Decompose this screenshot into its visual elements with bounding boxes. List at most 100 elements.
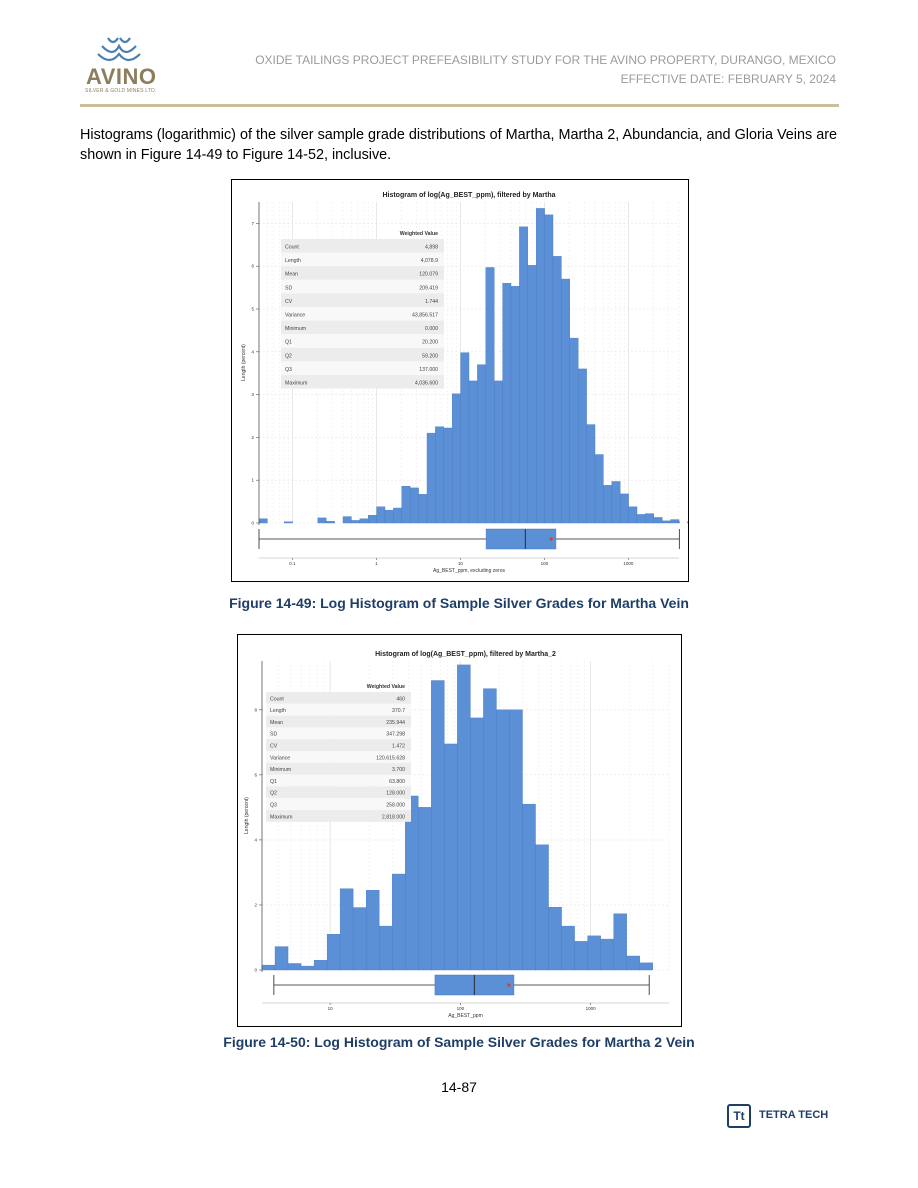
histogram-bar (342, 516, 352, 524)
histogram-bar (468, 380, 478, 524)
histogram-bar (365, 890, 380, 971)
histogram-bar (339, 888, 354, 971)
stats-table-label: Length (285, 258, 301, 264)
histogram-bar (544, 214, 554, 524)
histogram-bar (287, 963, 302, 971)
histogram-bar (261, 964, 276, 971)
page-number: 14-87 (441, 1079, 477, 1095)
martha2-histogram-chart: Histogram of log(Ag_BEST_ppm), filtered … (244, 651, 670, 1019)
stats-table-header: Weighted Value (367, 684, 405, 690)
figure-martha-caption: Figure 14-49: Log Histogram of Sample Si… (229, 595, 689, 611)
histogram-bar (384, 509, 394, 524)
stats-table: Weighted Value Count 4,898 Length 4,078.9 Mea… (281, 231, 444, 389)
y-tick-label: 2 (251, 435, 254, 440)
stats-table-row (266, 810, 411, 822)
histogram-bar (435, 426, 444, 524)
y-axis-label: Length (percent) (244, 797, 250, 834)
stats-table-label: Variance (285, 313, 305, 319)
y-tick-label: 0 (254, 968, 257, 973)
stats-table-label: Q3 (285, 367, 292, 373)
stats-table-value: 128.000 (386, 791, 405, 797)
histogram-bar (670, 519, 680, 524)
y-tick-label: 6 (251, 264, 254, 269)
stats-table-value: 120,615.628 (376, 755, 405, 761)
histogram-bar (274, 946, 289, 971)
histogram-bar (405, 795, 419, 971)
stats-table-label: Minimum (270, 767, 291, 773)
stats-table-label: CV (270, 743, 278, 749)
stats-table-value: 0.000 (425, 326, 438, 332)
stats-table-row (266, 786, 411, 799)
stats-table-label: Variance (270, 755, 290, 761)
boxplot-box (485, 528, 557, 550)
histogram-bar (594, 454, 604, 524)
stats-table-value: 235.944 (386, 720, 405, 726)
stats-table-label: Q1 (285, 340, 292, 346)
x-tick-label: 10 (328, 1006, 334, 1011)
histogram-bar (418, 494, 428, 524)
stats-table-label: Length (270, 708, 286, 714)
histogram-bar (587, 935, 601, 971)
stats-table-row (281, 239, 444, 253)
header-title-line1: OXIDE TAILINGS PROJECT PREFEASIBILITY ST… (255, 53, 836, 67)
histogram-bar (639, 962, 653, 971)
stats-table-row (266, 798, 411, 810)
stats-table-row (266, 703, 411, 716)
stats-table-label: Q3 (270, 802, 277, 808)
body-paragraph: Histograms (logarithmic) of the silver s… (80, 127, 837, 163)
stats-table-value: 4,036.600 (415, 381, 438, 387)
histogram-bar (431, 680, 445, 971)
histogram-bar (485, 267, 495, 524)
stats-table-label: CV (285, 299, 293, 305)
stats-table-value: 4,898 (425, 245, 438, 251)
x-axis-label: Ag_BEST_ppm (448, 1013, 482, 1019)
histogram-bar (620, 493, 629, 524)
stats-table-label: Mean (285, 272, 298, 278)
stats-table-value: 258.000 (386, 802, 405, 808)
histogram-bar (574, 941, 588, 971)
histogram-bar (313, 960, 328, 971)
stats-table-value: 1.472 (392, 743, 405, 749)
histogram-bar (519, 226, 528, 524)
y-tick-label: 3 (251, 392, 254, 397)
stats-table-label: Maximum (285, 381, 307, 387)
stats-table-row (266, 727, 411, 740)
histogram-bar (494, 380, 503, 524)
boxplot-mean-marker (549, 537, 553, 541)
histogram-bar (401, 485, 411, 524)
histogram-bar (548, 907, 562, 971)
y-tick-label: 4 (251, 349, 254, 354)
chart-title: Histogram of log(Ag_BEST_ppm), filtered … (382, 192, 555, 199)
x-tick-label: 0.1 (289, 561, 296, 566)
stats-table-row (266, 774, 411, 787)
histogram-bar (470, 717, 484, 971)
histogram-bar (603, 485, 612, 524)
histogram-bar (653, 517, 663, 524)
histogram-bar (561, 925, 575, 971)
martha-histogram-chart: Histogram of log(Ag_BEST_ppm), filtered … (241, 192, 689, 574)
stats-table-value: 43,856.517 (412, 313, 438, 319)
stats-table-row (281, 347, 444, 362)
histogram-bar (626, 955, 640, 971)
histogram-bar (509, 709, 523, 971)
histogram-bar (409, 487, 419, 524)
stats-table-row (281, 375, 444, 389)
histogram-bar (451, 393, 461, 524)
y-tick-label: 4 (254, 837, 257, 842)
figure-martha-frame: Histogram of log(Ag_BEST_ppm), filtered … (231, 179, 689, 582)
y-tick-label: 6 (254, 772, 257, 777)
histogram-bar (300, 965, 315, 971)
stats-table-label: Count (270, 696, 284, 702)
stats-table-value: 460 (396, 696, 405, 702)
histogram-bar (636, 514, 646, 524)
avino-logo: AVINO SILVER & GOLD MINES LTD. (80, 36, 160, 98)
x-tick-label: 100 (457, 1006, 465, 1011)
stats-table-value: 20.200 (422, 340, 438, 346)
histogram-bar (284, 521, 293, 524)
logo-subtext: SILVER & GOLD MINES LTD. (85, 88, 157, 94)
stats-table-row (266, 762, 411, 775)
histogram-bar (628, 506, 638, 524)
stats-table-row (281, 334, 444, 348)
histogram-bar (392, 873, 406, 971)
histogram-bar (611, 481, 621, 524)
